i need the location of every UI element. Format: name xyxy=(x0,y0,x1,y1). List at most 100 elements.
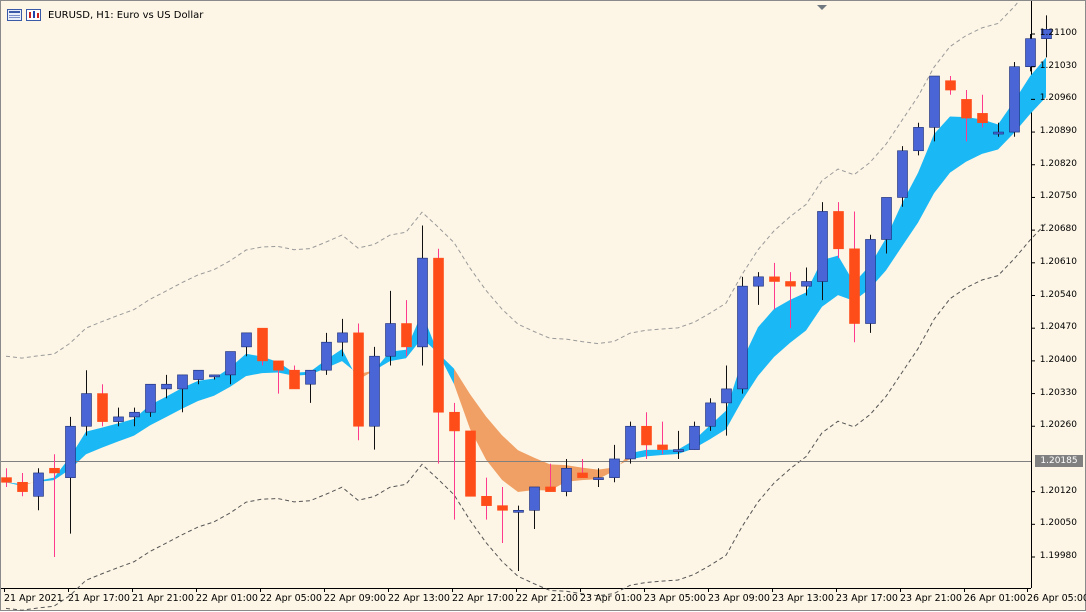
candle xyxy=(401,300,412,357)
ma-cloud-segment xyxy=(198,378,214,401)
time-axis-label: 23 Apr 21:00 xyxy=(900,593,962,604)
candle xyxy=(209,374,220,380)
price-axis-label: 1.20960 xyxy=(1039,93,1077,104)
ma-cloud-segment xyxy=(710,410,726,440)
time-axis-label: 23 Apr 13:00 xyxy=(772,593,834,604)
candle xyxy=(545,463,556,492)
candle-body xyxy=(641,425,652,446)
time-axis-label: 21 Apr 21:00 xyxy=(132,593,194,604)
ma-cloud-segment xyxy=(758,308,774,376)
candle-body xyxy=(705,402,716,427)
ma-cloud-segment xyxy=(486,416,502,480)
candle xyxy=(321,332,332,375)
candle-body xyxy=(465,430,476,497)
candle xyxy=(161,374,172,399)
ma-cloud-segment xyxy=(118,418,134,442)
ma-cloud-segment xyxy=(518,450,534,493)
candle xyxy=(129,407,140,427)
ma-cloud-segment xyxy=(774,299,790,357)
candle-body xyxy=(833,211,844,250)
candle xyxy=(529,486,540,529)
candle xyxy=(977,94,988,128)
candle-body xyxy=(593,477,604,480)
candle-body xyxy=(913,127,924,152)
candle xyxy=(945,76,956,95)
candle-body xyxy=(993,131,1004,135)
ma-cloud-segment xyxy=(166,387,182,418)
candle xyxy=(913,122,924,156)
candle-body xyxy=(161,383,172,390)
candle xyxy=(705,398,716,431)
candle xyxy=(241,332,252,357)
candlestick-chart-icon[interactable] xyxy=(26,9,41,21)
candle xyxy=(289,365,300,390)
candle xyxy=(17,472,28,497)
ma-cloud-segment xyxy=(102,423,118,448)
candle xyxy=(801,267,812,296)
candle xyxy=(193,369,204,385)
candle xyxy=(849,211,860,343)
candle-body xyxy=(801,281,812,287)
candle-body xyxy=(545,486,556,492)
ma-cloud-segment xyxy=(502,435,518,493)
candle xyxy=(33,468,44,511)
time-axis-label: 21 Apr 17:00 xyxy=(68,593,130,604)
candle xyxy=(1041,15,1052,58)
candle xyxy=(433,248,444,464)
price-axis-label: 1.20050 xyxy=(1039,518,1077,529)
time-axis-label: 23 Apr 05:00 xyxy=(644,593,706,604)
candle-body xyxy=(929,75,940,128)
candle-body xyxy=(209,374,220,378)
candle xyxy=(561,458,572,497)
candle-body xyxy=(49,467,60,474)
candle-body xyxy=(609,458,620,478)
candle xyxy=(577,458,588,478)
price-axis-label: 1.20610 xyxy=(1039,256,1077,267)
candle xyxy=(1025,34,1036,72)
price-axis-label: 1.20890 xyxy=(1039,126,1077,137)
candle-body xyxy=(17,481,28,492)
candle-body xyxy=(97,393,108,422)
candle-body xyxy=(65,425,76,478)
lower-band-line xyxy=(5,222,1047,611)
ma-cloud-segment xyxy=(230,353,246,387)
ma-cloud-segment xyxy=(134,405,150,436)
candle xyxy=(337,318,348,357)
ma-cloud-segment xyxy=(646,449,662,457)
ma-cloud-segment xyxy=(934,116,950,194)
price-axis-label: 1.20470 xyxy=(1039,322,1077,333)
chart-title: EURUSD, H1: Euro vs US Dollar xyxy=(48,9,204,21)
candle xyxy=(497,486,508,543)
candle xyxy=(865,234,876,333)
price-axis-label: 1.20680 xyxy=(1039,224,1077,235)
candle xyxy=(641,412,652,459)
candle xyxy=(609,444,620,483)
price-axis-label: 1.20750 xyxy=(1039,191,1077,202)
candle xyxy=(177,374,188,413)
candle-body xyxy=(113,416,124,422)
candle xyxy=(625,421,636,464)
price-axis-label: 1.20330 xyxy=(1039,387,1077,398)
ma-cloud-segment xyxy=(886,203,902,271)
price-axis-label: 1.20120 xyxy=(1039,485,1077,496)
candle xyxy=(881,197,892,254)
time-axis-label: 23 Apr 01:00 xyxy=(580,593,642,604)
candle-body xyxy=(369,355,380,427)
ma-cloud-segment xyxy=(342,349,358,380)
time-axis-label: 22 Apr 09:00 xyxy=(324,593,386,604)
candle xyxy=(369,346,380,450)
candle xyxy=(513,505,524,572)
ma-cloud-segment xyxy=(790,292,806,343)
ma-cloud-segment xyxy=(902,172,918,247)
ma-cloud-segment xyxy=(470,394,486,460)
candle xyxy=(353,323,364,441)
time-axis-label: 23 Apr 09:00 xyxy=(708,593,770,604)
candle-body xyxy=(865,239,876,324)
candle-body xyxy=(881,197,892,240)
candle-body xyxy=(977,113,988,124)
chart-window-icon[interactable] xyxy=(7,9,22,21)
candle-body xyxy=(337,332,348,343)
time-axis-label: 23 Apr 17:00 xyxy=(836,593,898,604)
